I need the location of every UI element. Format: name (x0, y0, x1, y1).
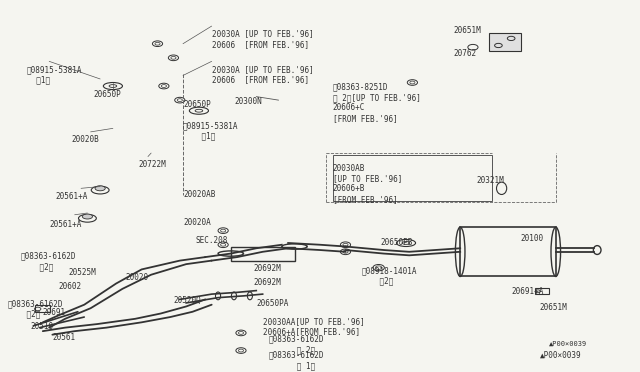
Text: Ⓧ08915-5381A
  〈1〉: Ⓧ08915-5381A 〈1〉 (27, 65, 83, 84)
Text: SEC.208: SEC.208 (196, 236, 228, 245)
Text: 20651M: 20651M (454, 26, 481, 35)
Text: 20650PA: 20650PA (256, 299, 289, 308)
Text: 20100: 20100 (521, 234, 544, 243)
Text: 20691: 20691 (43, 308, 66, 317)
Text: 20020: 20020 (125, 273, 148, 282)
Text: 20020A: 20020A (183, 218, 211, 227)
Ellipse shape (95, 186, 105, 191)
Text: 20561+A: 20561+A (49, 220, 81, 229)
Text: 20692M: 20692M (253, 264, 281, 273)
Text: 20650P: 20650P (183, 100, 211, 109)
Text: Ⓚ08918-1401A
    〈2〉: Ⓚ08918-1401A 〈2〉 (362, 266, 417, 285)
Bar (460, 227, 556, 276)
Bar (231, 247, 294, 261)
Text: 20300N: 20300N (234, 97, 262, 106)
Text: Ⓚ08915-5381A
    〈1〉: Ⓚ08915-5381A 〈1〉 (183, 121, 239, 141)
Ellipse shape (83, 214, 93, 219)
Bar (536, 288, 549, 294)
Text: 20030AA[UP TO FEB.'96]
20606+A[FROM FEB.'96]: 20030AA[UP TO FEB.'96] 20606+A[FROM FEB.… (262, 317, 364, 336)
Text: Ⓢ08363-6162D
    〈2〉: Ⓢ08363-6162D 〈2〉 (20, 252, 76, 271)
Text: 20650PB: 20650PB (381, 238, 413, 247)
Text: 20030A [UP TO FEB.'96]
20606  [FROM FEB.'96]: 20030A [UP TO FEB.'96] 20606 [FROM FEB.'… (212, 65, 314, 84)
Text: ▲P00×0039: ▲P00×0039 (549, 341, 588, 347)
Text: 20561+A: 20561+A (56, 192, 88, 201)
Text: 20651M: 20651M (540, 303, 568, 312)
Bar (35, 305, 51, 312)
Text: Ⓢ08363-6162D
    〈2〉: Ⓢ08363-6162D 〈2〉 (8, 299, 63, 319)
Text: ▲P00×0039: ▲P00×0039 (540, 350, 582, 360)
Text: Ⓢ08363-6162D
      〈 2〉: Ⓢ08363-6162D 〈 2〉 (269, 335, 324, 354)
Text: 20030AB
[UP TO FEB.'96]
20606+B
[FROM FEB.'96]: 20030AB [UP TO FEB.'96] 20606+B [FROM FE… (333, 164, 402, 204)
Text: 20691+A: 20691+A (511, 287, 543, 296)
Text: 20722M: 20722M (138, 160, 166, 169)
Text: 20020B: 20020B (72, 135, 99, 144)
Bar (489, 33, 521, 51)
Text: 20030A [UP TO FEB.'96]
20606  [FROM FEB.'96]: 20030A [UP TO FEB.'96] 20606 [FROM FEB.'… (212, 30, 314, 49)
Text: 20602: 20602 (59, 282, 82, 291)
Bar (333, 155, 492, 201)
Text: 20020AB: 20020AB (183, 190, 216, 199)
Text: 20520Q: 20520Q (173, 296, 201, 305)
Text: Ⓢ08363-8251D
〈 2〉[UP TO FEB.'96]
20606+C
[FROM FEB.'96]: Ⓢ08363-8251D 〈 2〉[UP TO FEB.'96] 20606+C… (333, 83, 420, 123)
Text: 20762: 20762 (454, 49, 477, 58)
Text: 20321M: 20321M (476, 176, 504, 185)
Text: 20692M: 20692M (253, 278, 281, 287)
Text: Ⓢ08363-6162D
      〈 1〉: Ⓢ08363-6162D 〈 1〉 (269, 350, 324, 370)
Text: 20510: 20510 (30, 322, 53, 331)
Text: 20561: 20561 (52, 333, 76, 342)
Text: 20525M: 20525M (68, 268, 96, 277)
Text: 20650P: 20650P (94, 90, 122, 99)
